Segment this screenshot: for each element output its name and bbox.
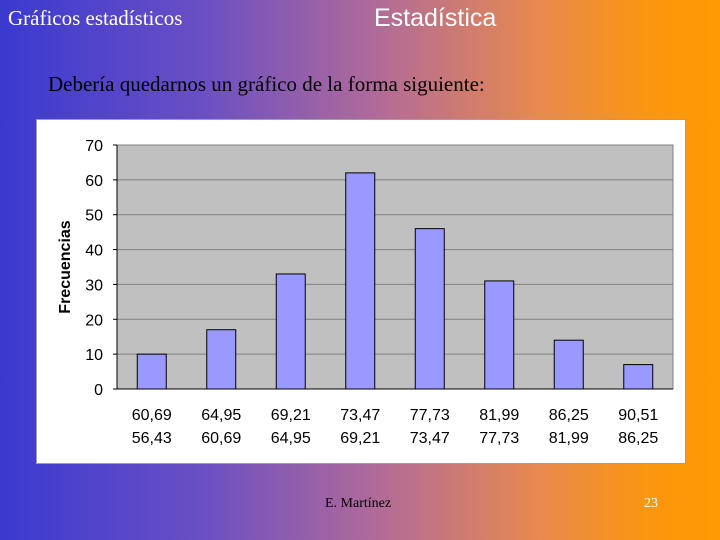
bar: [136, 353, 167, 390]
x-tick-label-upper: 73,47: [340, 407, 380, 424]
bar: [414, 228, 445, 390]
x-tick-label-upper: 77,73: [410, 407, 450, 424]
y-tick-label: 30: [85, 277, 103, 294]
y-tick-label: 70: [85, 138, 103, 155]
x-tick-label-lower: 64,95: [271, 430, 311, 447]
section-title: Gráficos estadísticos: [8, 6, 183, 30]
x-tick-label-upper: 64,95: [201, 407, 241, 424]
bar: [275, 273, 306, 390]
bar: [553, 339, 584, 390]
x-tick-label-lower: 73,47: [410, 430, 450, 447]
y-axis-label: Frecuencias: [57, 220, 74, 313]
y-tick-label: 40: [85, 243, 103, 260]
page-number: 23: [644, 496, 658, 511]
x-tick-label-lower: 86,25: [618, 430, 658, 447]
y-tick-label: 60: [85, 173, 103, 190]
x-tick-label-lower: 60,69: [201, 430, 241, 447]
x-tick-label-upper: 86,25: [549, 407, 589, 424]
y-tick-label: 20: [85, 312, 103, 329]
chart-container: 0 10 20 30 40 50 60 70 Frecuencias 60,69 56,43 64,9…: [36, 119, 686, 464]
bar: [206, 329, 237, 390]
x-tick-label-lower: 81,99: [549, 430, 589, 447]
x-tick-label-upper: 69,21: [271, 407, 311, 424]
y-tick-label: 10: [85, 347, 103, 364]
plot-area: [116, 144, 674, 390]
y-tick-label: 0: [94, 382, 103, 399]
bar-chart: 0 10 20 30 40 50 60 70 Frecuencias 60,69 56,43 64,9…: [57, 138, 674, 447]
x-tick-label-lower: 77,73: [479, 430, 519, 447]
x-tick-label-upper: 81,99: [479, 407, 519, 424]
slide-subtitle: Debería quedarnos un gráfico de la forma…: [48, 72, 485, 96]
x-tick-label-lower: 56,43: [132, 430, 172, 447]
footer-author: E. Martínez: [325, 496, 392, 511]
bar: [484, 280, 515, 390]
x-tick-label-upper: 90,51: [618, 407, 658, 424]
y-tick-label: 50: [85, 208, 103, 225]
slide-title: Estadística: [374, 4, 497, 32]
x-tick-label-lower: 69,21: [340, 430, 380, 447]
bar: [623, 364, 654, 390]
bar: [345, 172, 376, 390]
x-tick-label-upper: 60,69: [132, 407, 172, 424]
